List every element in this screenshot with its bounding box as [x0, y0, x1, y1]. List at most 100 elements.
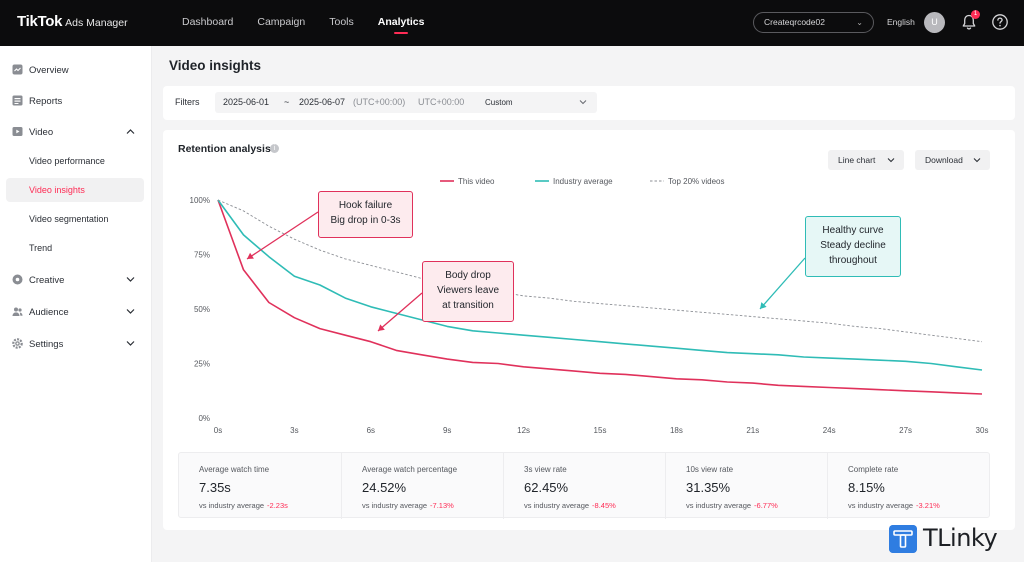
metric-comparison: vs industry average -2.23s [199, 501, 288, 510]
sidebar-sub-video-performance[interactable]: Video performance [29, 156, 105, 166]
settings-icon [12, 338, 23, 349]
legend-label: Top 20% videos [668, 177, 724, 186]
creative-icon [12, 274, 23, 285]
x-tick-label: 3s [290, 426, 298, 435]
sidebar-item-settings[interactable]: Settings [0, 332, 152, 356]
chevron-down-icon [579, 100, 587, 105]
tlinky-watermark: TLinky [887, 520, 1005, 556]
metric-delta: -6.77% [754, 501, 778, 510]
nav-tools[interactable]: Tools [329, 16, 354, 28]
overview-icon [12, 64, 23, 75]
x-tick-label: 24s [823, 426, 836, 435]
page-title: Video insights [169, 58, 262, 73]
sidebar-sub-trend[interactable]: Trend [29, 243, 53, 253]
top-nav: Dashboard Campaign Tools Analytics [182, 0, 448, 46]
sidebar-item-label: Audience [29, 306, 69, 318]
x-tick-label: 27s [899, 426, 912, 435]
sidebar-sub-video-insights[interactable]: Video insights [6, 178, 144, 202]
reports-icon [12, 95, 23, 106]
callout-line: throughout [829, 255, 877, 266]
account-selector[interactable]: Createqrcode02 ⌄ [753, 12, 874, 33]
x-tick-label: 6s [367, 426, 375, 435]
help-icon[interactable] [991, 13, 1009, 31]
avatar[interactable]: U [924, 12, 945, 33]
retention-title: Retention analysis [178, 143, 271, 155]
nav-campaign[interactable]: Campaign [257, 16, 306, 28]
hook-arrow-head [247, 252, 254, 259]
healthy-arrow [759, 257, 806, 310]
end-date: 2025-06-07 [299, 97, 346, 107]
sidebar-item-label: Creative [29, 274, 65, 286]
y-tick-label: 50% [194, 305, 210, 314]
range-preset: Custom [485, 98, 513, 107]
sidebar-item-reports[interactable]: Reports [0, 89, 152, 113]
sidebar-item-overview[interactable]: Overview [0, 58, 152, 82]
callout-line: Big drop in 0-3s [330, 215, 401, 226]
metrics-summary: Average watch time 7.35s vs industry ave… [178, 452, 990, 519]
metric-3s-view-rate: 3s view rate 62.45% vs industry average -… [503, 453, 665, 519]
chevron-down-icon [126, 341, 135, 346]
legend-label: This video [458, 177, 495, 186]
language-selector[interactable]: English [887, 17, 915, 27]
sidebar-item-label: Video [29, 126, 54, 138]
comparison-text: vs industry average [686, 501, 752, 510]
tlinky-logo-icon [889, 525, 917, 553]
nav-dashboard[interactable]: Dashboard [182, 16, 234, 28]
watermark-text: TLinky [923, 524, 998, 552]
chevron-down-icon [126, 309, 135, 314]
info-icon[interactable]: i [270, 144, 279, 153]
sidebar-item-creative[interactable]: Creative [0, 268, 152, 292]
download-label: Download [925, 155, 963, 165]
metric-comparison: vs industry average -8.45% [524, 501, 616, 510]
metric-value: 7.35s [199, 480, 231, 495]
x-tick-label: 0s [214, 426, 222, 435]
callout-body-drop: Body drop Viewers leave at transition [422, 261, 514, 322]
callout-line: Body drop [445, 270, 491, 281]
x-tick-label: 9s [443, 426, 451, 435]
top-bar: TikTok Ads Manager Dashboard Campaign To… [0, 0, 1024, 46]
sidebar-item-label: Settings [29, 338, 64, 350]
sidebar-item-label: Overview [29, 64, 69, 76]
x-tick-label: 18s [670, 426, 683, 435]
metric-delta: -7.13% [430, 501, 454, 510]
filters-label: Filters [175, 97, 200, 107]
comparison-text: vs industry average [848, 501, 914, 510]
nav-analytics[interactable]: Analytics [378, 0, 424, 46]
callout-line: Hook failure [338, 200, 393, 211]
retention-analysis-card: Retention analysis i Line chart Download… [163, 130, 1015, 530]
y-tick-label: 25% [194, 360, 210, 369]
callout-hook-failure: Hook failure Big drop in 0-3s [318, 191, 413, 238]
body-arrow-head [378, 324, 385, 331]
notification-badge: 1 [971, 10, 980, 19]
tiktok-ads-manager-logo[interactable]: TikTok Ads Manager [17, 13, 128, 30]
series-line-top-20-videos [217, 199, 983, 343]
audience-icon [12, 307, 23, 316]
comparison-text: vs industry average [362, 501, 428, 510]
chevron-down-icon: ⌄ [856, 18, 863, 27]
chart-type-button[interactable]: Line chart [828, 150, 904, 170]
download-button[interactable]: Download [915, 150, 990, 170]
logo-sub: Ads Manager [65, 17, 128, 29]
account-name: Createqrcode02 [764, 17, 825, 27]
callout-line: Healthy curve [822, 225, 884, 236]
metric-10s-view-rate: 10s view rate 31.35% vs industry average… [665, 453, 827, 519]
sidebar-item-audience[interactable]: Audience [0, 300, 152, 324]
metric-delta: -3.21% [916, 501, 940, 510]
healthy-arrow-head [760, 302, 767, 309]
metric-value: 31.35% [686, 480, 731, 495]
y-tick-label: 0% [198, 414, 210, 423]
chart-type-label: Line chart [838, 155, 876, 165]
metric-average-watch-time: Average watch time 7.35s vs industry ave… [179, 453, 341, 519]
chevron-down-icon [126, 277, 135, 282]
callout-line: at transition [442, 300, 494, 311]
x-tick-label: 15s [594, 426, 607, 435]
date-range-picker[interactable]: 2025-06-01 ~ 2025-06-07 (UTC+00:00) UTC+… [215, 92, 597, 113]
chevron-down-icon [887, 158, 895, 163]
legend-label: Industry average [553, 177, 613, 186]
start-date: 2025-06-01 [223, 97, 270, 107]
comparison-text: vs industry average [524, 501, 590, 510]
sidebar-item-video[interactable]: Video [0, 120, 152, 144]
timezone-inline: (UTC+00:00) [353, 97, 406, 107]
series-line-industry-average [217, 199, 983, 371]
sidebar-sub-video-segmentation[interactable]: Video segmentation [29, 214, 109, 224]
